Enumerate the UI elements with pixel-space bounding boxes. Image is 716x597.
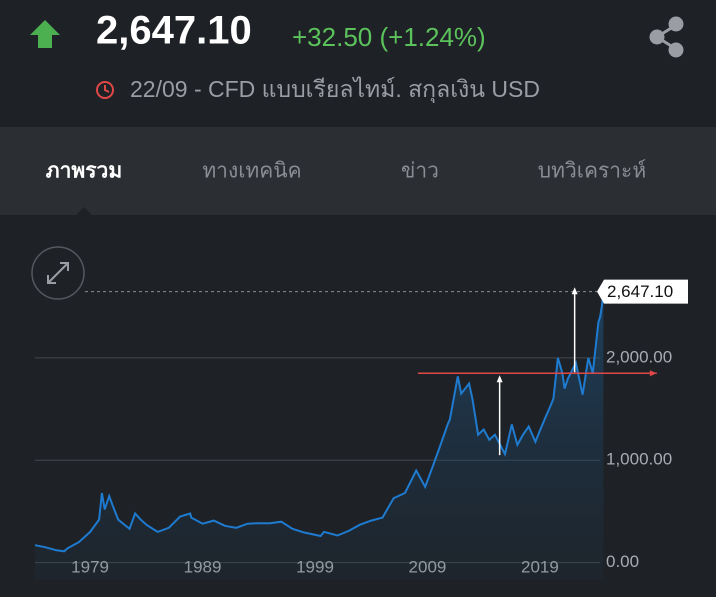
tab[interactable]: ทางเทคนิค: [202, 160, 301, 183]
price-change: +32.50 (+1.24%): [292, 22, 486, 52]
header-bg: [0, 0, 716, 127]
expand-button[interactable]: [31, 246, 85, 300]
tab[interactable]: ข่าว: [401, 160, 439, 183]
tab-indicator: [76, 207, 92, 215]
last-value-label: 2,647.10: [607, 282, 673, 301]
last-value-box: [597, 279, 688, 304]
arrow-head: [571, 287, 578, 295]
y-tick-label: 0.00: [606, 552, 639, 571]
price: 2,647.10: [96, 9, 252, 53]
y-tick-label: 2,000.00: [606, 347, 672, 366]
y-tick-label: 1,000.00: [606, 450, 672, 469]
arrow-head: [496, 375, 503, 383]
up-arrow-icon: [30, 20, 60, 48]
area: [35, 291, 604, 580]
info: 22/09 - CFD แบบเรียลไทม์. สกุลเงิน USD: [130, 76, 540, 103]
share-icon[interactable]: [649, 16, 684, 58]
horizontal-line-head: [649, 370, 657, 377]
line: [34, 291, 605, 553]
clock-icon: [96, 81, 114, 99]
tab[interactable]: ภาพรวม: [46, 160, 122, 183]
tab[interactable]: บทวิเคราะห์: [538, 159, 646, 183]
tab-bar: [0, 127, 716, 215]
